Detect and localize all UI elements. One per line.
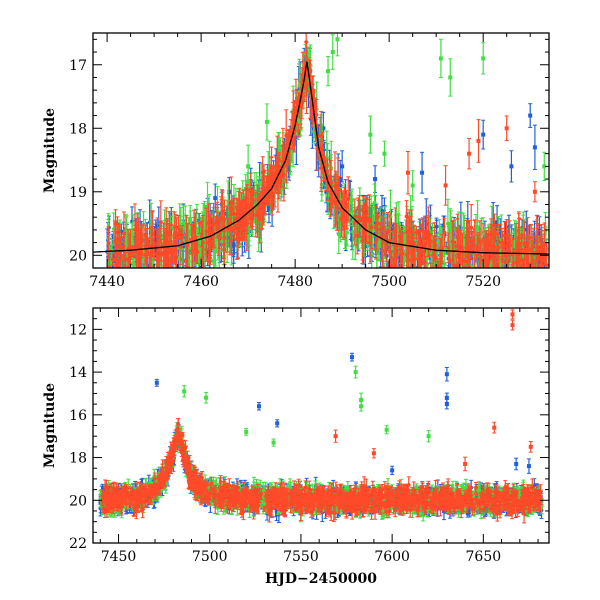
data-point [475, 225, 480, 229]
data-point [124, 274, 128, 278]
data-point [442, 262, 447, 266]
data-point [150, 231, 155, 236]
outlier-point [509, 164, 514, 169]
data-point [442, 230, 447, 235]
outlier-point [321, 126, 326, 131]
series-red [106, 33, 549, 279]
outlier-point [227, 189, 232, 194]
data-point [539, 283, 543, 287]
outlier-point [340, 164, 345, 169]
outlier-point [373, 177, 378, 182]
data-point [518, 270, 522, 274]
data-point [184, 239, 189, 243]
data-point [534, 273, 538, 277]
data-point [505, 275, 509, 279]
data-point [133, 227, 137, 232]
outlier-point [246, 164, 251, 169]
outlier-point [335, 37, 340, 42]
data-point [167, 230, 172, 235]
data-point [232, 211, 236, 216]
outlier-point [528, 113, 533, 118]
data-point [542, 269, 546, 273]
data-point [150, 271, 154, 275]
data-point [538, 271, 542, 275]
outlier-point [481, 56, 486, 61]
data-point [527, 269, 531, 273]
plot-area [93, 33, 549, 287]
data-point [535, 272, 539, 276]
data-point [133, 250, 138, 254]
data-point [350, 230, 355, 234]
data-point [381, 225, 386, 230]
data-point [453, 276, 457, 280]
outlier-point [288, 151, 293, 156]
outlier-point [448, 75, 453, 80]
data-point [397, 221, 401, 226]
outlier-point [213, 196, 218, 201]
outlier-point [382, 151, 387, 156]
data-point [511, 275, 515, 279]
data-point [319, 134, 324, 138]
outlier-point [264, 119, 269, 124]
data-point [170, 269, 174, 273]
outlier-point [330, 50, 335, 55]
data-point [511, 269, 515, 273]
outlier-point [532, 145, 537, 150]
outlier-point [481, 132, 486, 137]
data-point [532, 274, 536, 278]
data-point [434, 224, 439, 229]
outlier-point [542, 164, 547, 169]
data-point [148, 272, 152, 276]
data-point [355, 233, 360, 238]
data-point [439, 272, 443, 276]
outlier-point [410, 183, 415, 188]
data-point [507, 273, 511, 277]
data-point [446, 221, 450, 226]
outlier-point [326, 69, 331, 74]
outlier-point [420, 170, 425, 175]
data-point [484, 269, 488, 273]
data-point [411, 269, 415, 273]
outlier-point [368, 132, 373, 137]
outlier-point [438, 56, 443, 61]
